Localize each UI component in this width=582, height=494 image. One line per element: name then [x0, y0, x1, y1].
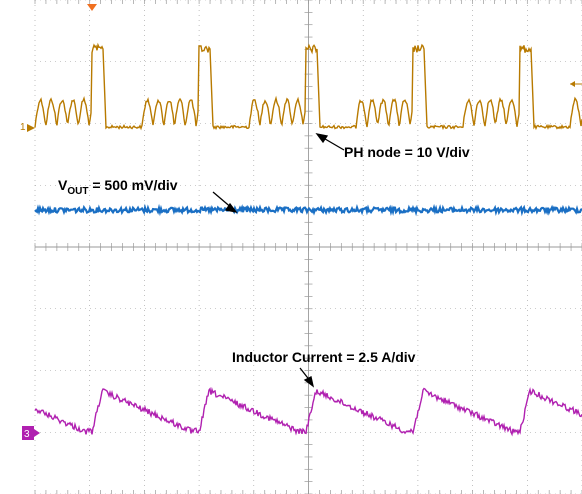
inductor-current-trace: [34, 386, 582, 437]
annotation-arrows: [212, 133, 345, 388]
vout-annotation-rest: = 500 mV/div: [88, 177, 177, 193]
trigger-position-marker: [87, 4, 97, 11]
inductor-current-annotation: Inductor Current = 2.5 A/div: [232, 349, 416, 365]
vout-annotation: VOUT = 500 mV/div: [58, 177, 178, 197]
ph-node-annotation: PH node = 10 V/div: [344, 144, 470, 160]
right-offset-arrow: [570, 81, 582, 87]
channel-1-label: 1: [20, 122, 26, 133]
channel-3-marker: 3: [22, 426, 40, 440]
vout-annotation-subscript: OUT: [67, 186, 88, 197]
vout-trace: [34, 203, 582, 217]
graticule: [34, 0, 582, 494]
vout-annotation-main: V: [58, 177, 68, 193]
channel-1-marker: 1: [20, 122, 35, 133]
ph-node-trace: [34, 42, 582, 131]
channel-3-label: 3: [24, 429, 30, 440]
waveform-traces: [34, 42, 582, 437]
